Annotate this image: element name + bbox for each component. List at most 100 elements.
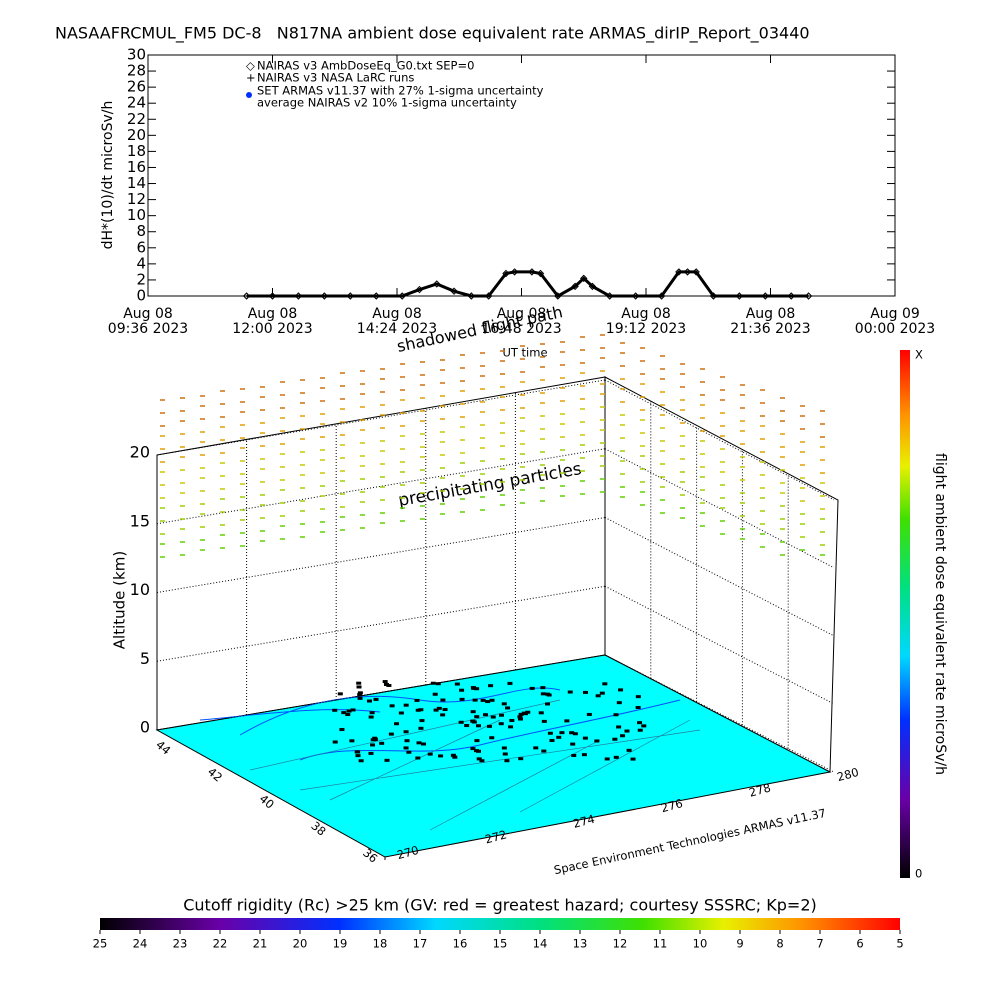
floor-blob (435, 682, 441, 686)
z-tick-label: 10 (130, 580, 150, 599)
x-tick-label: Aug 08 (497, 306, 547, 322)
floor-blob (357, 693, 363, 697)
data-point (502, 269, 510, 278)
colorbar-tick-label: 22 (213, 937, 228, 951)
x-tick-label: Aug 08 (123, 306, 173, 322)
floor-blob (418, 726, 424, 730)
z-grid-line (604, 448, 835, 569)
data-point (398, 292, 406, 300)
floor-blob (404, 739, 410, 743)
y-tick-label: 10 (127, 206, 146, 224)
floor-blob (471, 686, 477, 690)
data-point (415, 285, 424, 294)
floor-blob (581, 753, 587, 757)
floor-blob (337, 692, 343, 696)
title: NASAAFRCMUL_FM5 DC-8 N817NA ambient dose… (55, 24, 810, 44)
floor-blob (518, 712, 524, 716)
data-point (510, 268, 519, 276)
colorbar-tick-label: 14 (533, 937, 548, 951)
colorbar-tick-label: 17 (413, 937, 428, 951)
z-tick-label: 20 (130, 443, 150, 462)
z-grid-line (604, 585, 835, 705)
data-point (605, 292, 614, 300)
floor-blob (384, 758, 390, 762)
colorbar-tick-label: 7 (816, 937, 823, 951)
floor-blob (421, 742, 427, 746)
data-point (467, 292, 476, 300)
y-tick-label: 42 (205, 765, 225, 785)
floor-blob (604, 757, 610, 761)
map-contour (199, 687, 681, 761)
colorbar-tick-label: 13 (573, 937, 588, 951)
legend-label: SET ARMAS v11.37 with 27% 1-sigma uncert… (257, 84, 544, 98)
floor-blob (637, 721, 643, 725)
floor-blob (521, 711, 527, 715)
floor-blob (383, 682, 389, 686)
floor-blob (450, 753, 456, 757)
floor-blob (612, 737, 618, 741)
floor-blob (620, 734, 626, 738)
legend-marker: + (246, 71, 256, 85)
floor-blob (454, 682, 460, 686)
x-tick-label: 280 (835, 765, 860, 784)
floor-blob (470, 747, 476, 751)
floor-blob (544, 702, 550, 706)
x-tick-label: 12:00 2023 (232, 321, 312, 337)
map-lines (249, 699, 701, 831)
y-tick-label: 4 (136, 254, 146, 272)
floor-blob (564, 719, 570, 723)
colorbar-tick-label: 11 (653, 937, 668, 951)
floor-blob (582, 736, 588, 740)
floor-blob (472, 698, 478, 702)
floor-blob (430, 681, 436, 685)
floor-blob (595, 694, 601, 698)
floor-blob (637, 728, 643, 732)
floor-blob (433, 708, 439, 712)
z-tick-label: 0 (140, 718, 150, 737)
colorbar-tick-label: 15 (493, 937, 508, 951)
floor-blob (354, 750, 360, 754)
x-tick-label: 274 (571, 812, 596, 831)
colorbar-tick-label: 10 (693, 937, 708, 951)
floor-blob (546, 693, 552, 697)
floor-blob (415, 756, 421, 760)
floor-blob (432, 692, 438, 696)
floor-blob (556, 735, 562, 739)
floor-blob (547, 731, 553, 735)
x-axis-label: UT time (502, 346, 547, 360)
colorbar-label: Cutoff rigidity (Rc) >25 km (GV: red = g… (183, 896, 817, 915)
floor-blob (470, 719, 476, 723)
floor-blob (635, 695, 641, 699)
x-tick-label: Aug 09 (870, 306, 920, 322)
floor-blob (403, 703, 409, 707)
data-point (709, 292, 718, 300)
colorbar-tick-label: 25 (93, 937, 108, 951)
data-point (657, 292, 666, 300)
data-point (320, 292, 329, 300)
floor-blob (350, 708, 356, 712)
z-tick-label: 5 (140, 649, 150, 668)
floor-blob (505, 706, 511, 710)
floor-blob (476, 757, 482, 761)
floor-blob (507, 681, 513, 685)
floor-blob (470, 710, 476, 714)
floor-blob (480, 698, 486, 702)
floor-blob (486, 724, 492, 728)
legend: ◇ + NAIRAS v3 AmbDoseEq_G0.txt SEP=0 NAI… (246, 59, 544, 110)
floor-blob (440, 713, 446, 717)
floor-blob (373, 697, 379, 701)
y-tick-label: 20 (127, 126, 146, 144)
floor-blob (599, 691, 605, 695)
z-grid-line (156, 654, 606, 731)
z-grid-line (156, 517, 606, 593)
3d-box (155, 376, 839, 860)
x-tick-label: Aug 08 (746, 306, 796, 322)
data-point (554, 292, 562, 300)
floor-blob (635, 705, 641, 709)
z-grid-line (604, 654, 835, 773)
colorbar-horizontal (100, 918, 900, 930)
floor-blob (501, 702, 507, 706)
z-grid-line (604, 517, 835, 637)
floor-blob (389, 704, 395, 708)
floor-blob (641, 724, 647, 728)
